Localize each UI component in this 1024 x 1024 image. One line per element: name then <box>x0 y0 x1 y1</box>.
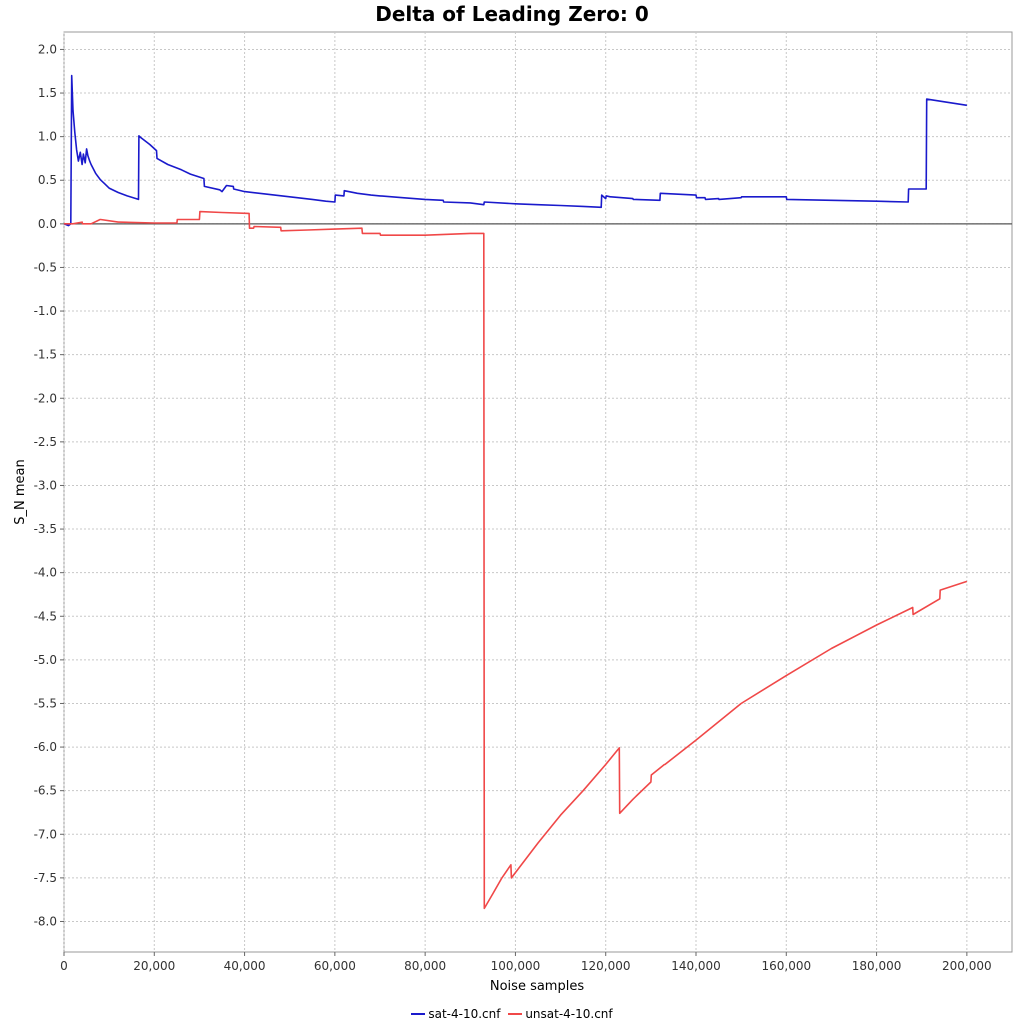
legend-swatch-sat <box>411 1013 426 1015</box>
y-tick-label: -2.0 <box>34 391 57 405</box>
x-tick-label: 0 <box>60 959 68 973</box>
y-tick-label: -3.5 <box>34 522 57 536</box>
series-line-unsat <box>64 210 968 910</box>
x-tick-label: 60,000 <box>314 959 356 973</box>
x-tick-label: 180,000 <box>852 959 902 973</box>
x-tick-label: 20,000 <box>133 959 175 973</box>
y-tick-label: 1.0 <box>38 130 57 144</box>
y-tick-label: -1.5 <box>34 348 57 362</box>
y-tick-label: 2.0 <box>38 42 57 56</box>
y-tick-label: -8.0 <box>34 914 57 928</box>
x-tick-label: 200,000 <box>942 959 992 973</box>
legend-swatch-unsat <box>508 1013 523 1015</box>
y-tick-label: -2.5 <box>34 435 57 449</box>
y-tick-label: -0.5 <box>34 260 57 274</box>
y-tick-label: 0.5 <box>38 173 57 187</box>
x-tick-label: 160,000 <box>761 959 811 973</box>
legend-item-sat: sat-4-10.cnf <box>411 1007 500 1021</box>
chart-title: Delta of Leading Zero: 0 <box>375 2 649 26</box>
legend-item-unsat: unsat-4-10.cnf <box>508 1007 613 1021</box>
y-tick-label: 0.0 <box>38 217 57 231</box>
legend-label-sat: sat-4-10.cnf <box>428 1007 501 1021</box>
x-tick-label: 80,000 <box>404 959 446 973</box>
x-tick-label: 120,000 <box>581 959 631 973</box>
x-axis-title: Noise samples <box>490 979 584 994</box>
y-tick-label: -5.0 <box>34 653 57 667</box>
legend: sat-4-10.cnf unsat-4-10.cnf <box>0 1004 1024 1021</box>
y-axis-title: S_N mean <box>13 459 28 524</box>
plot-background <box>63 31 1013 953</box>
x-tick-label: 40,000 <box>224 959 266 973</box>
grid-layer <box>63 32 1012 952</box>
y-tick-label: -6.5 <box>34 784 57 798</box>
y-tick-label: -4.5 <box>34 609 57 623</box>
x-tick-label: 100,000 <box>491 959 541 973</box>
y-tick-label: 1.5 <box>38 86 57 100</box>
x-tick-label: 140,000 <box>671 959 721 973</box>
y-tick-label: -3.0 <box>34 478 57 492</box>
series-layer <box>63 74 968 910</box>
y-tick-label: -7.5 <box>34 871 57 885</box>
legend-label-unsat: unsat-4-10.cnf <box>525 1007 613 1021</box>
y-tick-label: -6.0 <box>34 740 57 754</box>
x-tick-layer: 0 20,000 40,000 60,000 80,000 100,000 120,000 1… <box>60 952 992 973</box>
y-tick-label: -4.0 <box>34 566 57 580</box>
y-tick-label: -5.5 <box>34 696 57 710</box>
y-tick-label: -1.0 <box>34 304 57 318</box>
y-tick-label: -7.0 <box>34 827 57 841</box>
series-line-sat <box>63 74 968 227</box>
y-tick-layer: 2.0 1.5 1.0 0.5 0.0 -0.5 -1.0 -1.5 -2.0 -2.5 -3.0 -… <box>34 42 64 928</box>
